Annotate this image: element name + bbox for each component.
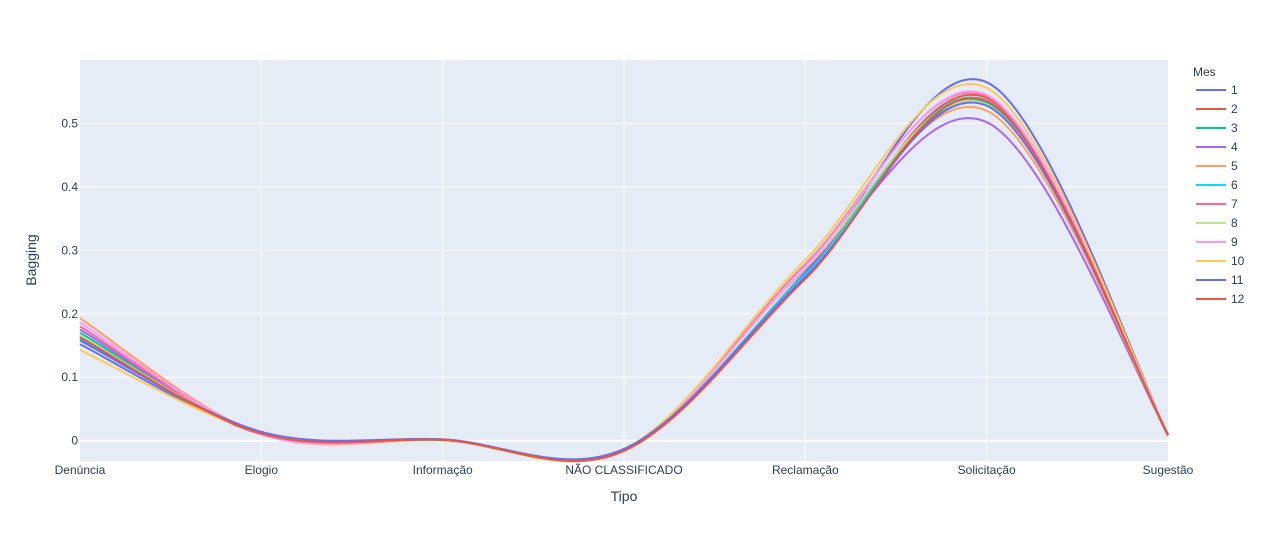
x-tick-label: NÃO CLASSIFICADO [565, 463, 682, 477]
y-tick-label: 0.3 [61, 243, 78, 257]
y-tick-label: 0 [71, 434, 78, 448]
x-tick-label: Denúncia [55, 463, 106, 477]
legend-item-7[interactable]: 7 [1196, 197, 1238, 211]
series-line-11 [79, 101, 1169, 461]
legend-label: 10 [1231, 254, 1245, 268]
legend-label: 8 [1231, 216, 1238, 230]
y-tick-label: 0.4 [61, 180, 78, 194]
series-layer [79, 78, 1169, 463]
legend-label: 5 [1231, 159, 1238, 173]
legend-item-8[interactable]: 8 [1196, 216, 1238, 230]
legend-item-10[interactable]: 10 [1196, 254, 1245, 268]
y-tick-label: 0.1 [61, 370, 78, 384]
x-tick-label: Sugestão [1143, 463, 1194, 477]
y-tick-labels: 0 0.1 0.2 0.3 0.4 0.5 [61, 116, 78, 447]
legend-item-5[interactable]: 5 [1196, 159, 1238, 173]
legend-item-9[interactable]: 9 [1196, 235, 1238, 249]
legend-item-1[interactable]: 1 [1196, 83, 1238, 97]
legend-item-3[interactable]: 3 [1196, 121, 1238, 135]
y-tick-label: 0.5 [61, 116, 78, 130]
legend-item-4[interactable]: 4 [1196, 140, 1238, 154]
legend-label: 11 [1231, 273, 1244, 287]
x-tick-labels: Denúncia Elogio Informação NÃO CLASSIFICADO… [55, 463, 1194, 477]
legend-label: 6 [1231, 178, 1238, 192]
legend-label: 9 [1231, 235, 1238, 249]
legend-label: 1 [1231, 83, 1238, 97]
legend-label: 2 [1231, 102, 1238, 116]
legend-label: 12 [1231, 292, 1245, 306]
legend-label: 3 [1231, 121, 1238, 135]
legend-item-2[interactable]: 2 [1196, 102, 1238, 116]
legend-item-6[interactable]: 6 [1196, 178, 1238, 192]
x-tick-label: Solicitação [958, 463, 1016, 477]
legend-title: Mes [1193, 65, 1216, 79]
legend-item-12[interactable]: 12 [1196, 292, 1245, 306]
series-line-12 [79, 97, 1169, 462]
legend-label: 7 [1231, 197, 1238, 211]
y-tick-label: 0.2 [61, 307, 78, 321]
x-tick-label: Informação [413, 463, 473, 477]
legend-label: 4 [1231, 140, 1238, 154]
x-tick-label: Elogio [245, 463, 279, 477]
y-gridlines [80, 122, 1168, 442]
x-axis-title: Tipo [611, 488, 638, 504]
x-tick-label: Reclamação [772, 463, 839, 477]
legend-item-11[interactable]: 11 [1196, 273, 1244, 287]
y-axis-title: Bagging [23, 234, 39, 285]
